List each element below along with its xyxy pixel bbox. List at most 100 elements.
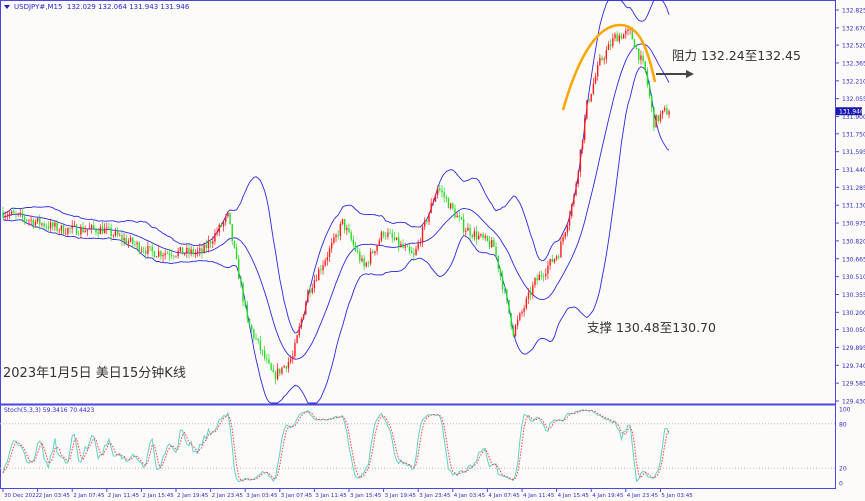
candle [529, 286, 532, 301]
candle [343, 218, 346, 234]
symbol-dropdown-icon[interactable] [4, 5, 10, 9]
candle [222, 220, 225, 232]
candle [322, 260, 324, 275]
candle [225, 214, 227, 226]
candle [108, 223, 110, 231]
candle [86, 229, 89, 236]
price-tick-label: 131.440 [842, 167, 865, 174]
candle [246, 301, 249, 323]
candle [508, 299, 510, 315]
candle [15, 210, 17, 220]
candle [642, 51, 644, 65]
candle [504, 285, 506, 294]
candle [218, 223, 220, 237]
time-tick-label: 2 Jan 11:45 [108, 493, 140, 499]
bollinger-upper [2, 0, 670, 334]
candle [233, 240, 236, 249]
candle [181, 247, 184, 255]
candle [449, 202, 452, 210]
candle [333, 233, 335, 245]
candle [480, 233, 482, 238]
candle [532, 281, 534, 299]
candle [151, 242, 153, 257]
candle [350, 229, 352, 243]
candle [45, 223, 47, 231]
time-tick-label: 2 Jan 07:45 [73, 493, 105, 499]
price-tick-label: 130.050 [842, 327, 865, 334]
candle [430, 198, 432, 214]
candle [93, 221, 95, 231]
candle [657, 115, 659, 124]
candle [140, 246, 143, 254]
price-tick-label: 130.665 [842, 256, 865, 263]
candle [402, 239, 404, 249]
symbol-label: USDJPY#,M15 [14, 3, 63, 11]
candle [47, 221, 50, 231]
candle [584, 114, 586, 144]
candle [179, 246, 182, 254]
candle [84, 225, 86, 233]
candle [229, 212, 231, 225]
candle [309, 285, 311, 298]
candle [142, 246, 145, 254]
candle [67, 227, 69, 237]
candle [270, 362, 272, 371]
candle [203, 242, 205, 254]
candle [162, 252, 164, 262]
time-tick-label: 4 Jan 11:45 [523, 493, 555, 499]
candle [300, 317, 303, 330]
candle [155, 256, 158, 258]
candle [77, 230, 80, 236]
candle [378, 237, 380, 246]
candle [43, 221, 45, 229]
candle [274, 370, 277, 385]
candle [365, 261, 367, 268]
candle [577, 170, 579, 188]
candle [354, 241, 357, 253]
candle [352, 235, 355, 248]
candle [13, 207, 15, 214]
candle [216, 227, 218, 237]
candle [382, 230, 385, 239]
candle [356, 246, 359, 254]
candle [136, 240, 138, 249]
candle [69, 227, 71, 234]
candle [268, 354, 270, 365]
candle [315, 274, 318, 282]
candle [235, 243, 238, 260]
candle [560, 236, 562, 258]
candle [138, 241, 140, 255]
candle [164, 249, 166, 260]
candle [285, 365, 287, 373]
candle [75, 223, 78, 235]
stoch-tick-label: 20 [839, 466, 847, 473]
price-tick-label: 130.975 [842, 221, 865, 228]
stoch-main-line [2, 409, 670, 483]
stochastic-label: Stoch(5,3,3) 59.3416 70.4423 [4, 407, 95, 414]
candle [499, 267, 502, 281]
candle [666, 104, 668, 116]
candle [272, 364, 275, 373]
candle [220, 222, 223, 228]
candle [454, 204, 456, 220]
candle [391, 229, 393, 243]
candle [209, 239, 212, 249]
candle [586, 100, 588, 120]
price-tick-label: 130.510 [842, 274, 865, 281]
candle [49, 218, 52, 232]
price-tick-label: 131.285 [842, 185, 865, 192]
candle [82, 221, 84, 234]
time-tick-label: 2 Jan 23:45 [212, 493, 244, 499]
candle [573, 193, 575, 207]
candle [482, 231, 484, 241]
candle [393, 232, 396, 242]
candle [320, 265, 322, 275]
candle [523, 304, 525, 317]
price-tick-label: 132.365 [842, 60, 865, 67]
arrow-head-icon [686, 70, 694, 78]
candle [406, 244, 409, 248]
candle [514, 323, 517, 338]
top-arc-annotation [561, 23, 657, 111]
time-tick-label: 5 Jan 03:45 [661, 493, 693, 499]
